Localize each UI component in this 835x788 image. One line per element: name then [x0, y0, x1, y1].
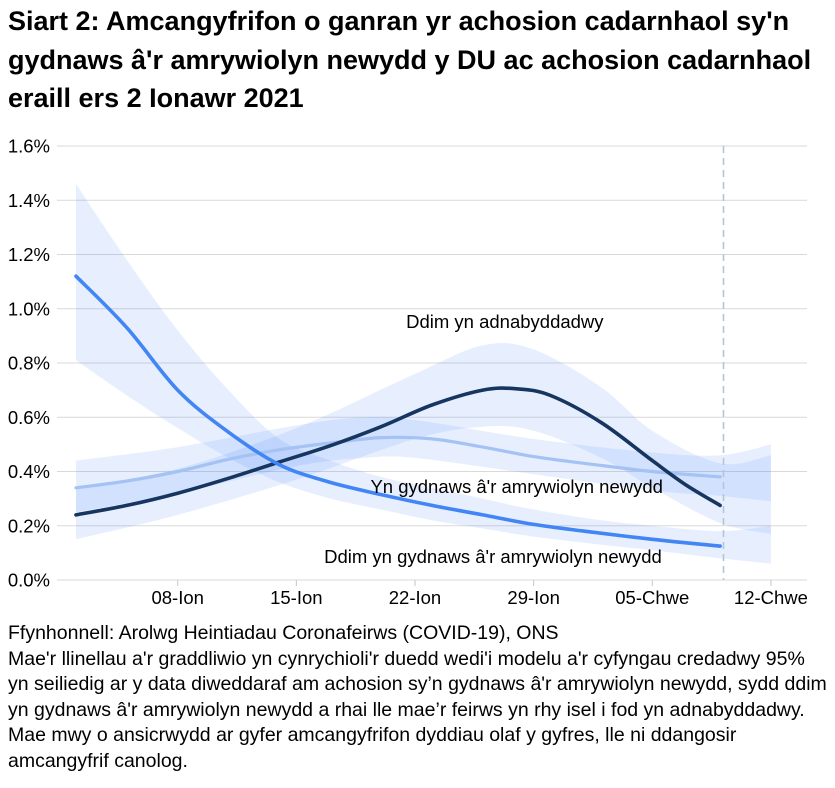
y-tick-label: 0.8% — [8, 353, 50, 374]
series-line-1 — [74, 435, 722, 490]
chart-area: 0.0% 0.2% 0.4% 0.6% 0.8% 1.0% 1.2% 1.4% 1.6% 08-I… — [0, 133, 835, 613]
series-line-2 — [74, 386, 722, 517]
x-tick-label: 22-Ion — [389, 587, 441, 608]
x-tick-label: 08-Ion — [151, 587, 203, 608]
annotation-label: Ddim yn adnabyddadwy — [406, 311, 604, 332]
y-tick-label: 1.2% — [8, 244, 50, 265]
y-tick-label: 1.4% — [8, 190, 50, 211]
chart-footer: Ffynhonnell: Arolwg Heintiadau Coronafei… — [8, 621, 830, 774]
y-tick-label: 0.6% — [8, 407, 50, 428]
y-tick-label: 0.0% — [8, 570, 50, 591]
x-tick-label: 15-Ion — [270, 587, 322, 608]
x-tick-label: 12-Chwe — [734, 587, 808, 608]
annotation-label: Yn gydnaws â'r amrywiolyn newydd — [370, 476, 662, 497]
y-tick-label: 0.4% — [8, 461, 50, 482]
source-text: Ffynhonnell: Arolwg Heintiadau Coronafei… — [8, 622, 559, 644]
x-tick-label: 05-Chwe — [615, 587, 689, 608]
annotation-label: Ddim yn gydnaws â'r amrywiolyn newydd — [324, 546, 662, 567]
y-tick-label: 1.6% — [8, 136, 50, 157]
confidence-band-2 — [76, 343, 771, 540]
confidence-band-1 — [76, 416, 771, 513]
chart-title: Siart 2: Amcangyfrifon o ganran yr achos… — [8, 6, 812, 114]
y-tick-label: 1.0% — [8, 298, 50, 319]
series-line-3 — [74, 274, 722, 548]
confidence-band-3 — [76, 184, 771, 564]
footnote-text: Mae'r llinellau a'r graddliwio yn cynryc… — [8, 647, 827, 772]
y-tick-label: 0.2% — [8, 515, 50, 536]
x-tick-label: 29-Ion — [507, 587, 559, 608]
chart-canvas: 0.0% 0.2% 0.4% 0.6% 0.8% 1.0% 1.2% 1.4% 1.6% 08-I… — [8, 136, 808, 609]
